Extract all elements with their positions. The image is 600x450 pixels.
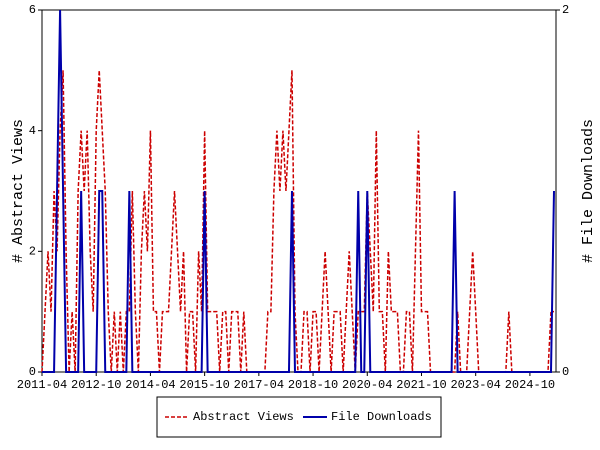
y2-tick-label: 2 bbox=[562, 3, 569, 17]
x-tick-label: 2023-04 bbox=[450, 378, 500, 392]
legend-label: Abstract Views bbox=[193, 410, 294, 424]
y-tick-label: 2 bbox=[29, 245, 36, 259]
x-tick-label: 2018-10 bbox=[288, 378, 338, 392]
x-tick-label: 2015-10 bbox=[179, 378, 229, 392]
x-tick-label: 2017-04 bbox=[234, 378, 284, 392]
series-line bbox=[41, 70, 554, 373]
y2-tick-label: 0 bbox=[562, 365, 569, 379]
x-tick-label: 2012-10 bbox=[71, 378, 121, 392]
x-tick-label: 2011-04 bbox=[17, 378, 67, 392]
x-tick-label: 2024-10 bbox=[505, 378, 555, 392]
legend-box bbox=[156, 396, 442, 438]
x-tick-label: 2021-10 bbox=[396, 378, 446, 392]
y-axis-label: # Abstract Views bbox=[10, 119, 27, 263]
legend-label: File Downloads bbox=[331, 410, 432, 424]
y-tick-label: 0 bbox=[29, 365, 36, 379]
x-tick-label: 2020-04 bbox=[342, 378, 392, 392]
y-tick-label: 4 bbox=[29, 124, 36, 138]
plot-frame bbox=[41, 9, 557, 373]
x-tick-label: 2014-04 bbox=[125, 378, 175, 392]
y-tick-label: 6 bbox=[29, 3, 36, 17]
y2-axis-label: # File Downloads bbox=[580, 119, 597, 263]
series-line bbox=[42, 9, 555, 373]
